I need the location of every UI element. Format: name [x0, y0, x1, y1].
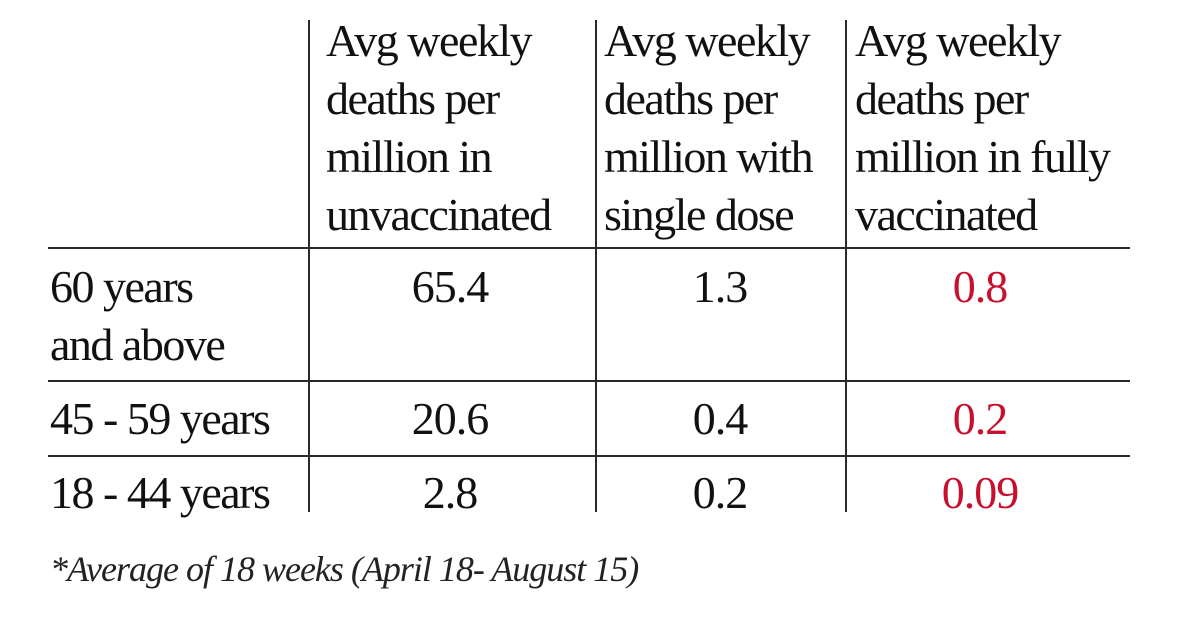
row-divider [48, 455, 1130, 457]
row-label-60-plus: 60 years and above [50, 261, 226, 370]
cell-single-dose-18-44: 0.2 [692, 467, 749, 518]
cell-unvaccinated-45-59: 20.6 [411, 393, 490, 444]
row-label-45-59: 45 - 59 years [50, 393, 271, 444]
cell-unvaccinated-60-plus: 65.4 [411, 261, 490, 312]
column-header-single-dose: Avg weekly deaths per million with singl… [604, 15, 814, 240]
footnote: *Average of 18 weeks (April 18- August 1… [50, 549, 639, 589]
cell-fully-vaccinated-45-59: 0.2 [952, 393, 1009, 444]
column-divider [845, 20, 847, 512]
cell-unvaccinated-18-44: 2.8 [422, 467, 479, 518]
cell-single-dose-60-plus: 1.3 [692, 261, 749, 312]
cell-single-dose-45-59: 0.4 [692, 393, 749, 444]
row-label-18-44: 18 - 44 years [50, 467, 271, 518]
cell-fully-vaccinated-60-plus: 0.8 [952, 261, 1009, 312]
row-divider [48, 380, 1130, 382]
row-divider [48, 247, 1130, 249]
column-header-fully-vaccinated: Avg weekly deaths per million in fully v… [855, 15, 1111, 240]
column-header-unvaccinated: Avg weekly deaths per million in unvacci… [326, 15, 552, 240]
column-divider [595, 20, 597, 512]
cell-fully-vaccinated-18-44: 0.09 [941, 467, 1020, 518]
column-divider [308, 20, 310, 512]
